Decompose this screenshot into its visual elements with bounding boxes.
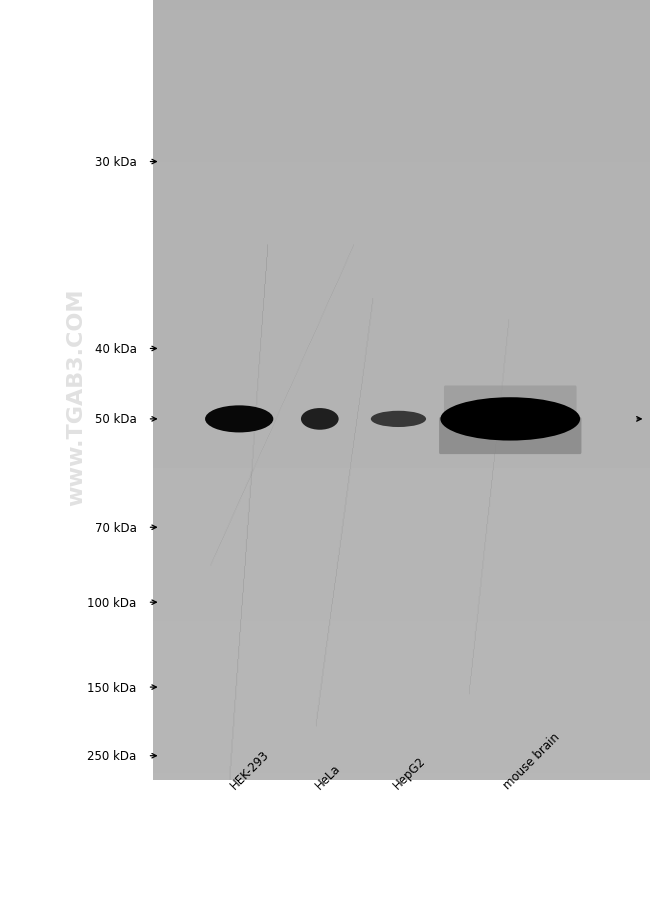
FancyBboxPatch shape: [444, 386, 577, 421]
Ellipse shape: [205, 406, 273, 433]
FancyBboxPatch shape: [439, 418, 581, 455]
Text: 70 kDa: 70 kDa: [95, 521, 136, 534]
Text: HeLa: HeLa: [313, 761, 343, 791]
Ellipse shape: [370, 411, 426, 428]
Ellipse shape: [441, 398, 580, 441]
Text: 50 kDa: 50 kDa: [95, 413, 136, 426]
Text: 150 kDa: 150 kDa: [87, 681, 136, 694]
Text: 250 kDa: 250 kDa: [87, 750, 136, 762]
Text: 100 kDa: 100 kDa: [87, 596, 136, 609]
Text: HEK-293: HEK-293: [228, 747, 272, 791]
Text: mouse brain: mouse brain: [501, 730, 562, 791]
Text: HepG2: HepG2: [391, 753, 428, 791]
Ellipse shape: [301, 409, 339, 430]
Text: www.TGAB3.COM: www.TGAB3.COM: [67, 289, 86, 505]
Text: 30 kDa: 30 kDa: [95, 156, 136, 169]
Text: 40 kDa: 40 kDa: [95, 343, 136, 355]
